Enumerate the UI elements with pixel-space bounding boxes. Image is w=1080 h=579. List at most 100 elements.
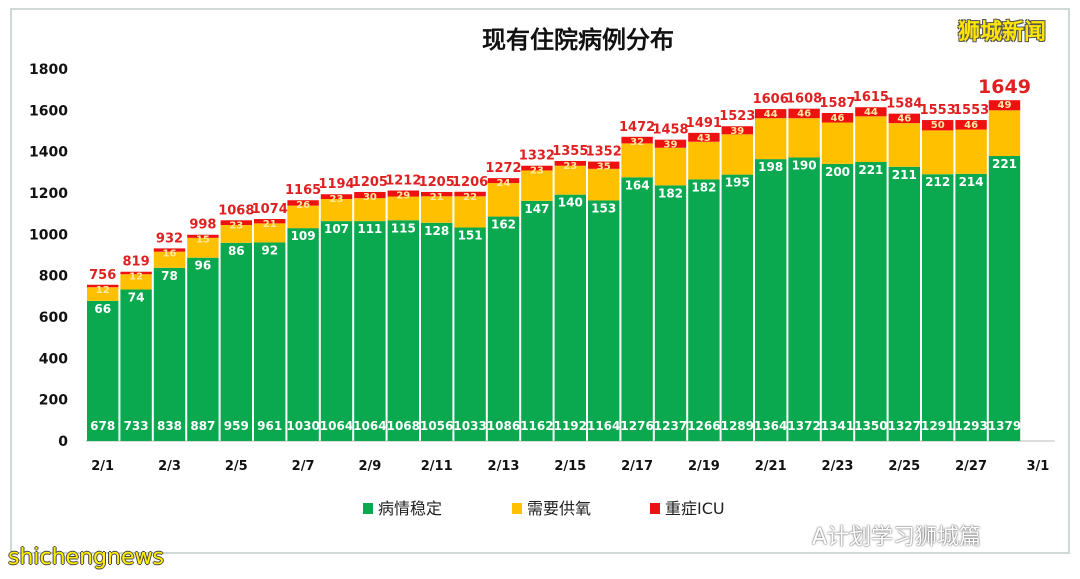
x-tick-label: 2/7 [292, 459, 315, 474]
y-tick-label: 400 [39, 351, 68, 367]
total-label: 1553 [953, 103, 989, 118]
bar-segment [454, 227, 486, 441]
bar-segment [888, 123, 920, 167]
data-label: 30 [363, 192, 377, 203]
bar-segment [755, 159, 787, 441]
data-label: 838 [157, 419, 182, 433]
data-label: 44 [764, 109, 778, 120]
total-label: 998 [189, 218, 216, 233]
data-label: 29 [396, 191, 410, 202]
bar-segment [588, 168, 620, 201]
bar-segment [922, 120, 954, 131]
x-tick-label: 2/27 [955, 459, 987, 474]
x-tick-label: 2/17 [621, 459, 653, 474]
legend-swatch [512, 503, 522, 514]
data-label: 1372 [787, 419, 820, 433]
data-label: 35 [597, 162, 611, 173]
data-label: 1293 [954, 419, 987, 433]
data-label: 21 [430, 192, 444, 203]
bar-segment [354, 191, 386, 199]
bar-segment [320, 221, 353, 441]
data-label: 190 [792, 158, 817, 172]
data-label: 1164 [587, 419, 620, 433]
data-label: 182 [691, 180, 716, 194]
total-label: 1194 [318, 177, 354, 192]
bar-segment [922, 130, 954, 175]
total-label: 1068 [218, 203, 254, 218]
data-label: 733 [124, 419, 149, 433]
data-label: 1266 [687, 419, 720, 433]
bar-segment [320, 194, 353, 199]
bar-segment [354, 221, 386, 441]
legend-label: 病情稳定 [378, 499, 442, 518]
data-label: 1237 [654, 419, 687, 433]
y-tick-label: 800 [39, 269, 68, 285]
total-label: 1472 [619, 120, 655, 135]
bar-segment [187, 234, 219, 238]
data-label: 50 [931, 120, 945, 131]
total-label: 1606 [753, 92, 789, 107]
total-label: 1355 [552, 144, 588, 159]
total-label: 1523 [719, 109, 755, 124]
total-label: 1165 [285, 183, 321, 198]
data-label: 21 [263, 219, 277, 230]
watermark: A计划学习狮城篇 [812, 525, 982, 550]
data-label: 678 [90, 419, 115, 433]
data-label: 1068 [387, 419, 420, 433]
bar-segment [153, 248, 186, 252]
data-label: 140 [558, 196, 583, 210]
bar-segment [87, 300, 119, 441]
data-label: 39 [730, 126, 744, 137]
total-label: 1649 [978, 76, 1031, 98]
data-label: 961 [257, 419, 282, 433]
data-label: 1327 [888, 419, 921, 433]
bar-segment [988, 156, 1021, 442]
data-label: 128 [424, 224, 449, 238]
data-label: 86 [228, 244, 245, 258]
total-label: 1491 [686, 116, 722, 131]
bar-segment [988, 110, 1021, 157]
data-label: 39 [664, 140, 678, 151]
data-label: 111 [357, 222, 382, 236]
x-tick-label: 2/1 [91, 459, 114, 474]
data-label: 46 [964, 120, 978, 131]
bar-segment [855, 107, 887, 117]
total-label: 1074 [252, 202, 288, 217]
total-label: 1352 [586, 145, 622, 160]
data-label: 115 [391, 221, 416, 235]
bar-segment [254, 219, 286, 224]
data-label: 162 [491, 218, 516, 232]
total-label: 1608 [786, 92, 822, 107]
data-label: 44 [864, 107, 878, 118]
bar-segment [888, 113, 920, 124]
data-label: 1379 [988, 419, 1021, 433]
data-label: 15 [196, 235, 210, 246]
data-label: 221 [992, 157, 1017, 171]
y-tick-label: 1000 [29, 227, 68, 243]
bar-segment [120, 289, 152, 441]
bar-segment [588, 161, 620, 169]
total-label: 1587 [819, 96, 855, 111]
x-tick-label: 2/9 [358, 459, 381, 474]
total-label: 1458 [652, 123, 688, 138]
data-label: 1350 [854, 419, 887, 433]
chart-title: 现有住院病例分布 [482, 26, 674, 54]
total-label: 932 [156, 231, 183, 246]
data-label: 23 [530, 166, 544, 177]
bar-segment [721, 174, 753, 441]
data-label: 887 [190, 419, 215, 433]
bar-segment [588, 200, 620, 441]
total-label: 1205 [419, 175, 455, 190]
bar-segment [688, 141, 720, 180]
bar-segment [120, 271, 152, 275]
bar-segment [87, 287, 119, 301]
bar-segment [387, 190, 419, 197]
total-label: 1332 [519, 149, 555, 164]
data-label: 23 [330, 194, 344, 205]
x-tick-label: 2/15 [554, 459, 586, 474]
data-label: 1162 [520, 419, 553, 433]
bar-segment [888, 166, 920, 441]
data-label: 1064 [320, 419, 353, 433]
data-label: 198 [758, 160, 783, 174]
data-label: 46 [797, 109, 811, 120]
